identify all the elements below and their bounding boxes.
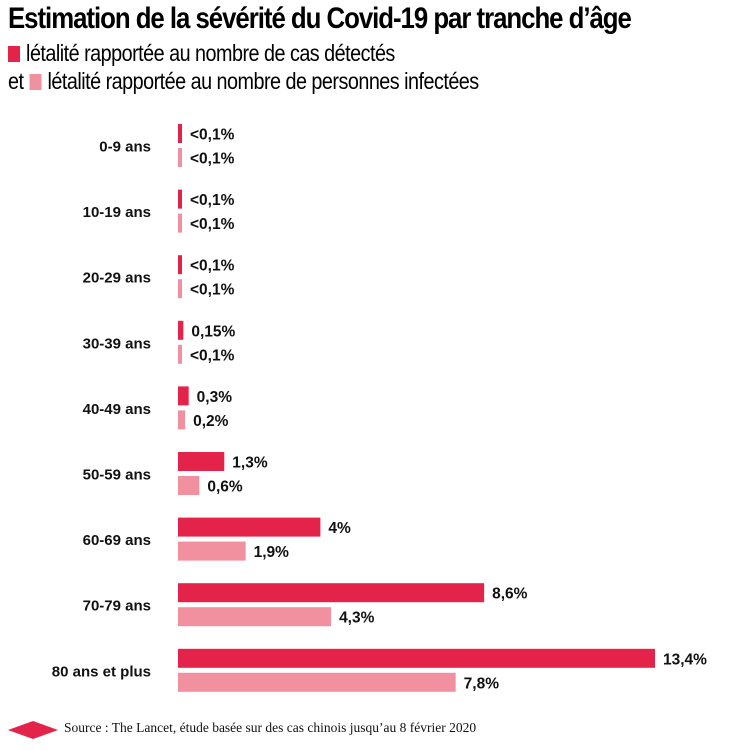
bar-value-label: 1,9% [254,544,290,561]
category-label: 40-49 ans [83,401,151,418]
bar-cases [178,648,655,668]
legend-swatch-cases [8,46,21,62]
legend-label-cases: létalité rapportée au nombre de cas déte… [26,40,395,66]
legend-swatch-infected [29,74,42,90]
category-label: 30-39 ans [83,335,151,352]
bar-value-label: <0,1% [190,216,235,233]
bar-value-label: 13,4% [663,651,707,668]
bar-value-label: <0,1% [190,151,235,168]
bar-infected [178,476,200,495]
category-label: 60-69 ans [83,532,151,549]
bar-value-label: 8,6% [492,586,528,603]
bar-value-label: 0,3% [197,389,233,406]
bar-value-label: <0,1% [190,127,235,144]
legend-prefix: et [8,68,24,94]
category-label: 20-29 ans [83,270,151,287]
legend-item-infected: et létalité rapportée au nombre de person… [8,68,479,95]
bar-cases [178,255,182,275]
category-label: 50-59 ans [83,467,151,484]
category-label: 10-19 ans [83,204,151,221]
bar-infected [178,279,182,299]
bar-cases [178,583,485,603]
bar-value-label: 1,3% [232,455,268,472]
bar-infected [178,148,182,167]
bar-infected [178,410,186,430]
source-text: Source : The Lancet, étude basée sur des… [64,720,477,735]
diamond-icon [8,721,58,739]
bar-value-label: <0,1% [190,282,235,299]
bar-infected [178,213,182,233]
bar-value-label: <0,1% [190,347,235,364]
bar-cases [178,189,182,209]
bar-value-label: 4% [328,520,351,537]
bar-value-label: 0,6% [207,479,243,496]
category-label: 0-9 ans [99,139,151,156]
category-label: 70-79 ans [83,598,151,615]
legend-label-infected: létalité rapportée au nombre de personne… [47,68,480,94]
bar-value-label: 4,3% [339,610,375,627]
bar-cases [178,124,182,143]
bar-infected [178,344,182,364]
bar-cases [178,452,225,471]
bar-value-label: 0,2% [193,413,229,430]
chart-title: Estimation de la sévérité du Covid-19 pa… [8,2,632,35]
legend-item-cases: létalité rapportée au nombre de cas déte… [8,40,395,67]
bar-cases [178,517,321,537]
bar-value-label: <0,1% [190,258,235,275]
bar-value-label: 0,15% [191,323,235,340]
bar-infected [178,672,456,692]
bar-cases [178,320,184,340]
bar-infected [178,607,332,627]
bar-infected [178,541,246,561]
bar-value-label: 7,8% [464,675,500,692]
bar-value-label: <0,1% [190,192,235,209]
category-label: 80 ans et plus [52,663,151,680]
bar-cases [178,386,189,406]
